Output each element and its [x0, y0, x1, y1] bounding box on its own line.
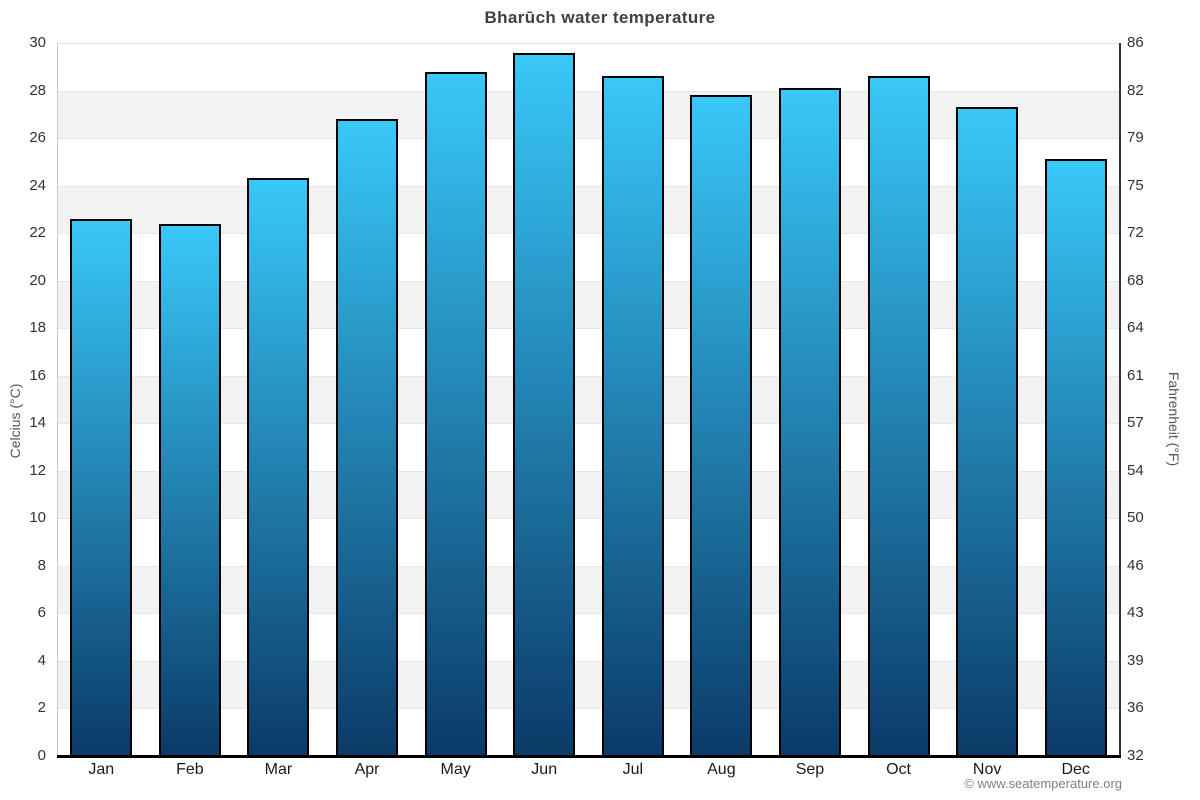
- y-tick-celsius-12: 12: [29, 461, 46, 479]
- grid-band: [57, 375, 1120, 424]
- x-tick-mar: Mar: [264, 761, 293, 778]
- x-tick-oct: Oct: [886, 761, 911, 778]
- x-tick-apr: Apr: [354, 761, 380, 778]
- x-tick-aug: Aug: [707, 761, 736, 778]
- y-tick-celsius-18: 18: [29, 319, 46, 337]
- y-axis-title-celsius: Celcius (°C): [7, 383, 23, 459]
- y-tick-fahrenheit-32: 32: [1127, 747, 1144, 764]
- y-axis-title-fahrenheit: Fahrenheit (°F): [1166, 371, 1182, 467]
- x-tick-jun: Jun: [531, 761, 558, 778]
- y-tick-fahrenheit-86: 86: [1127, 34, 1144, 51]
- y-tick-fahrenheit-36: 36: [1127, 699, 1144, 717]
- grid-band: [57, 613, 1120, 661]
- y-tick-celsius-28: 28: [29, 81, 46, 99]
- y-tick-fahrenheit-61: 61: [1127, 366, 1144, 384]
- bar-nov: [956, 107, 1019, 756]
- y-tick-celsius-2: 2: [37, 699, 46, 717]
- chart-title: Bharūch water temperature: [484, 8, 716, 27]
- bar-may: [424, 71, 487, 756]
- grid-band: [57, 423, 1120, 471]
- bar-dec: [1044, 159, 1107, 756]
- bar-apr: [336, 119, 399, 756]
- grid-band: [57, 708, 1120, 756]
- y-tick-celsius-24: 24: [29, 176, 46, 194]
- x-tick-dec: Dec: [1061, 761, 1090, 778]
- y-tick-fahrenheit-79: 79: [1127, 129, 1144, 147]
- grid-band: [57, 43, 1120, 91]
- y-tick-celsius-22: 22: [29, 224, 46, 242]
- x-tick-jan: Jan: [88, 761, 115, 778]
- x-tick-jul: Jul: [622, 761, 644, 778]
- bar-jan: [70, 218, 133, 756]
- y-tick-fahrenheit-64: 64: [1127, 319, 1144, 337]
- grid-band: [57, 185, 1120, 234]
- bar-jul: [601, 76, 664, 756]
- y-axis-line-celsius: [57, 43, 58, 756]
- y-tick-fahrenheit-50: 50: [1127, 509, 1144, 527]
- bar-jun: [513, 52, 576, 756]
- x-axis-line: [57, 755, 1121, 758]
- bar-sep: [778, 88, 841, 756]
- y-tick-celsius-16: 16: [29, 366, 46, 384]
- y-tick-fahrenheit-54: 54: [1127, 461, 1144, 479]
- y-tick-fahrenheit-75: 75: [1127, 176, 1144, 194]
- x-tick-sep: Sep: [795, 761, 825, 778]
- y-tick-fahrenheit-57: 57: [1127, 414, 1144, 432]
- y-tick-fahrenheit-39: 39: [1127, 651, 1144, 669]
- grid-band: [57, 518, 1120, 566]
- y-tick-fahrenheit-82: 82: [1127, 81, 1144, 99]
- y-tick-fahrenheit-68: 68: [1127, 271, 1144, 289]
- y-tick-fahrenheit-46: 46: [1127, 556, 1144, 574]
- y-axis-line-fahrenheit: [1119, 43, 1121, 756]
- bar-aug: [690, 95, 753, 756]
- y-tick-fahrenheit-43: 43: [1127, 604, 1144, 622]
- grid-band: [57, 565, 1120, 614]
- y-tick-celsius-14: 14: [29, 414, 46, 432]
- bar-feb: [158, 223, 221, 756]
- y-tick-celsius-26: 26: [29, 129, 46, 147]
- bar-oct: [867, 76, 930, 756]
- y-tick-celsius-20: 20: [29, 271, 46, 289]
- copyright-credit: © www.seatemperature.org: [964, 776, 1122, 791]
- grid-band: [57, 328, 1120, 376]
- y-tick-celsius-4: 4: [37, 651, 46, 669]
- grid-band: [57, 233, 1120, 281]
- x-tick-feb: Feb: [176, 761, 204, 778]
- grid-band: [57, 660, 1120, 709]
- y-tick-celsius-10: 10: [29, 509, 46, 527]
- y-tick-celsius-6: 6: [37, 604, 46, 622]
- grid-band: [57, 280, 1120, 329]
- bar-mar: [247, 178, 310, 756]
- grid-band: [57, 138, 1120, 186]
- grid-band: [57, 470, 1120, 519]
- plot-area: [57, 43, 1120, 756]
- y-tick-celsius-30: 30: [29, 34, 46, 51]
- grid-band: [57, 90, 1120, 139]
- y-tick-celsius-8: 8: [37, 556, 46, 574]
- y-tick-celsius-0: 0: [37, 747, 46, 764]
- y-tick-fahrenheit-72: 72: [1127, 224, 1144, 242]
- x-tick-may: May: [440, 761, 471, 778]
- x-tick-nov: Nov: [972, 761, 1002, 778]
